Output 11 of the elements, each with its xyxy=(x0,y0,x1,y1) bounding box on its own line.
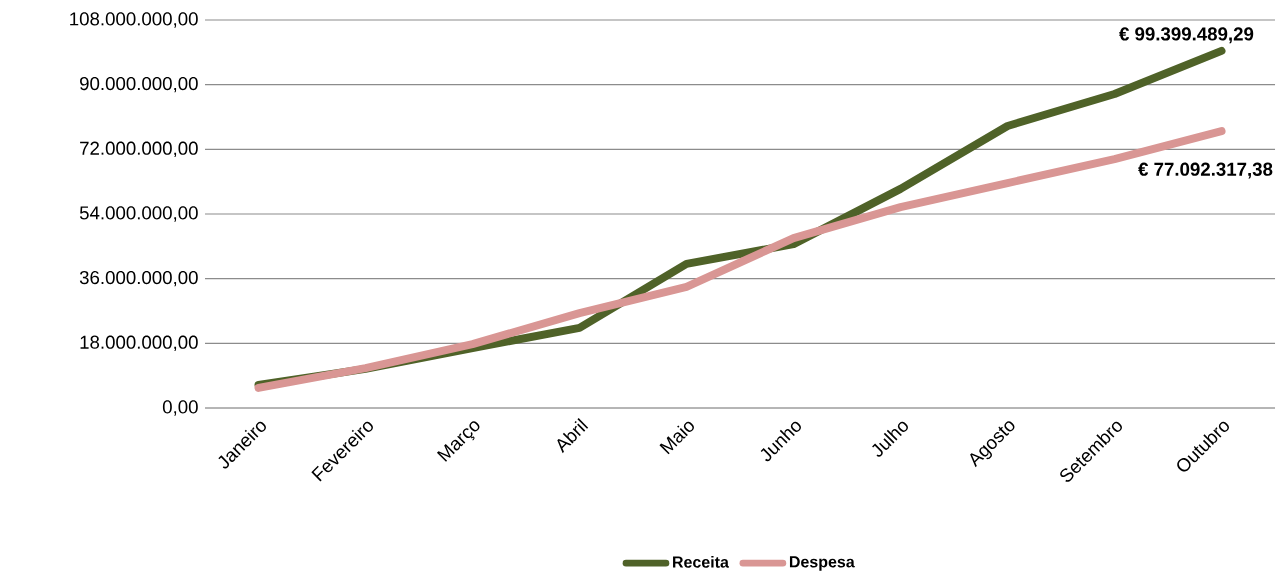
y-tick-label: 54.000.000,00 xyxy=(79,206,198,222)
legend-label: Receita xyxy=(673,556,729,568)
y-tick-label: 36.000.000,00 xyxy=(79,270,198,287)
y-tick-label: 108.000.000,00 xyxy=(70,12,198,28)
y-tick-label: 18.000.000,00 xyxy=(80,335,198,352)
y-tick-label: 90.000.000,00 xyxy=(80,76,198,93)
annotation: € 77.092.317,38 xyxy=(1138,162,1273,179)
annotation: € 99.399.489,29 xyxy=(1119,27,1254,44)
legend-label: Despesa xyxy=(789,556,855,571)
y-tick-label: 0,00 xyxy=(162,400,198,416)
y-tick-label: 72.000.000,00 xyxy=(80,141,198,158)
